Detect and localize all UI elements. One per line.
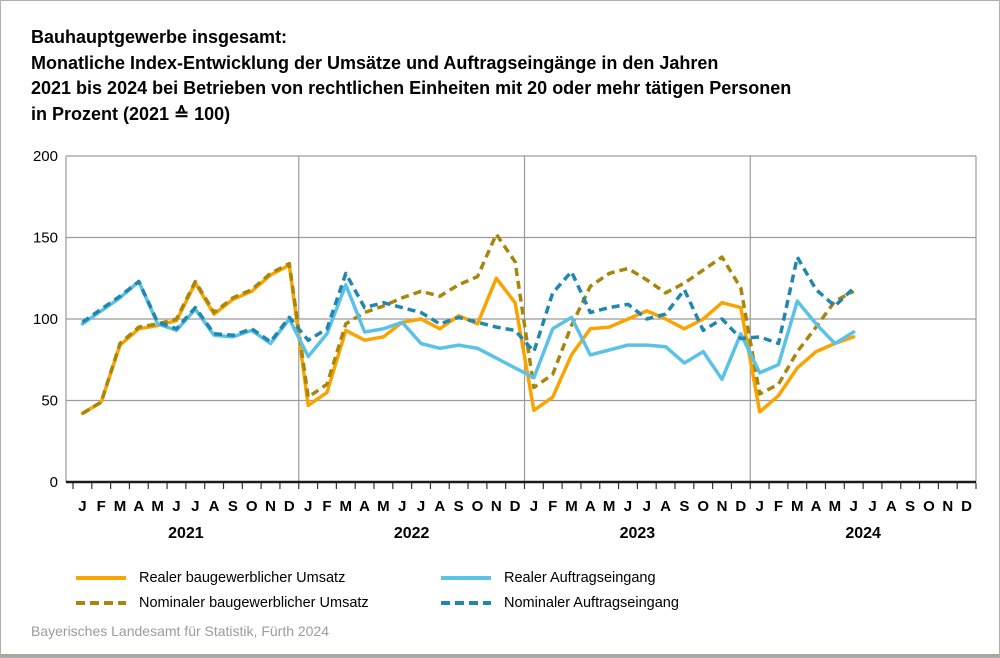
legend-swatch-dashed-teal-icon — [441, 600, 491, 606]
svg-text:A: A — [585, 498, 596, 515]
svg-text:J: J — [530, 498, 538, 515]
source-attribution: Bayerisches Landesamt für Statistik, Für… — [31, 623, 330, 639]
svg-text:A: A — [811, 498, 822, 515]
svg-text:2021: 2021 — [168, 525, 204, 542]
svg-text:A: A — [133, 498, 144, 515]
svg-text:A: A — [209, 498, 220, 515]
svg-text:A: A — [434, 498, 445, 515]
svg-text:M: M — [340, 498, 353, 515]
legend-swatch-solid-blue-icon — [441, 575, 491, 581]
svg-text:J: J — [191, 498, 199, 515]
svg-text:O: O — [923, 498, 935, 515]
svg-text:100: 100 — [33, 311, 58, 328]
svg-text:2023: 2023 — [620, 525, 656, 542]
bottom-border-strip — [1, 654, 999, 657]
svg-text:M: M — [829, 498, 842, 515]
title-line-4: in Prozent (2021 ≙ 100) — [31, 103, 231, 124]
svg-text:2022: 2022 — [394, 525, 430, 542]
svg-text:J: J — [643, 498, 651, 515]
svg-text:M: M — [114, 498, 127, 515]
legend-label: Nominaler baugewerblicher Umsatz — [139, 595, 369, 611]
svg-text:D: D — [510, 498, 521, 515]
legend-item-nominaler-umsatz: Nominaler baugewerblicher Umsatz — [76, 591, 441, 615]
svg-text:J: J — [304, 498, 312, 515]
svg-text:200: 200 — [33, 148, 58, 165]
legend-label: Realer Auftragseingang — [504, 570, 656, 586]
svg-text:A: A — [886, 498, 897, 515]
svg-text:M: M — [791, 498, 804, 515]
legend-swatch-dashed-olive-icon — [76, 600, 126, 606]
svg-text:O: O — [472, 498, 484, 515]
svg-text:A: A — [359, 498, 370, 515]
svg-text:F: F — [548, 498, 557, 515]
svg-text:2024: 2024 — [845, 525, 881, 542]
title-line-3: 2021 bis 2024 bei Betrieben von rechtlic… — [31, 78, 792, 98]
svg-text:50: 50 — [41, 393, 58, 410]
svg-text:J: J — [78, 498, 86, 515]
svg-text:O: O — [697, 498, 709, 515]
chart-title: Bauhauptgewerbe insgesamt: Monatliche In… — [31, 25, 791, 127]
svg-text:O: O — [246, 498, 258, 515]
svg-text:J: J — [850, 498, 858, 515]
svg-text:N: N — [717, 498, 728, 515]
svg-text:S: S — [905, 498, 915, 515]
svg-text:N: N — [942, 498, 953, 515]
svg-text:M: M — [603, 498, 616, 515]
svg-text:N: N — [491, 498, 502, 515]
svg-text:J: J — [624, 498, 632, 515]
svg-text:F: F — [774, 498, 783, 515]
svg-text:D: D — [735, 498, 746, 515]
svg-text:0: 0 — [50, 474, 58, 491]
legend-item-nominaler-auftragseingang: Nominaler Auftragseingang — [441, 591, 679, 615]
legend-label: Realer baugewerblicher Umsatz — [139, 570, 346, 586]
svg-text:M: M — [377, 498, 390, 515]
legend-label: Nominaler Auftragseingang — [504, 595, 679, 611]
svg-text:J: J — [398, 498, 406, 515]
svg-text:J: J — [172, 498, 180, 515]
svg-text:S: S — [454, 498, 464, 515]
legend-item-realer-auftragseingang: Realer Auftragseingang — [441, 566, 679, 590]
svg-text:F: F — [322, 498, 331, 515]
chart-legend: Realer baugewerblicher Umsatz Nominaler … — [76, 566, 679, 615]
svg-text:D: D — [284, 498, 295, 515]
title-line-2: Monatliche Index-Entwicklung der Umsätze… — [31, 52, 719, 73]
svg-text:S: S — [228, 498, 238, 515]
svg-text:N: N — [265, 498, 276, 515]
svg-text:J: J — [417, 498, 425, 515]
legend-item-realer-umsatz: Realer baugewerblicher Umsatz — [76, 566, 441, 590]
svg-text:A: A — [660, 498, 671, 515]
svg-text:S: S — [679, 498, 689, 515]
svg-text:F: F — [97, 498, 106, 515]
svg-text:J: J — [868, 498, 876, 515]
svg-text:M: M — [151, 498, 164, 515]
svg-text:D: D — [961, 498, 972, 515]
title-line-1: Bauhauptgewerbe insgesamt: — [31, 27, 288, 47]
svg-text:150: 150 — [33, 230, 58, 247]
svg-text:M: M — [565, 498, 578, 515]
svg-text:J: J — [755, 498, 763, 515]
legend-swatch-solid-orange-icon — [76, 575, 126, 581]
